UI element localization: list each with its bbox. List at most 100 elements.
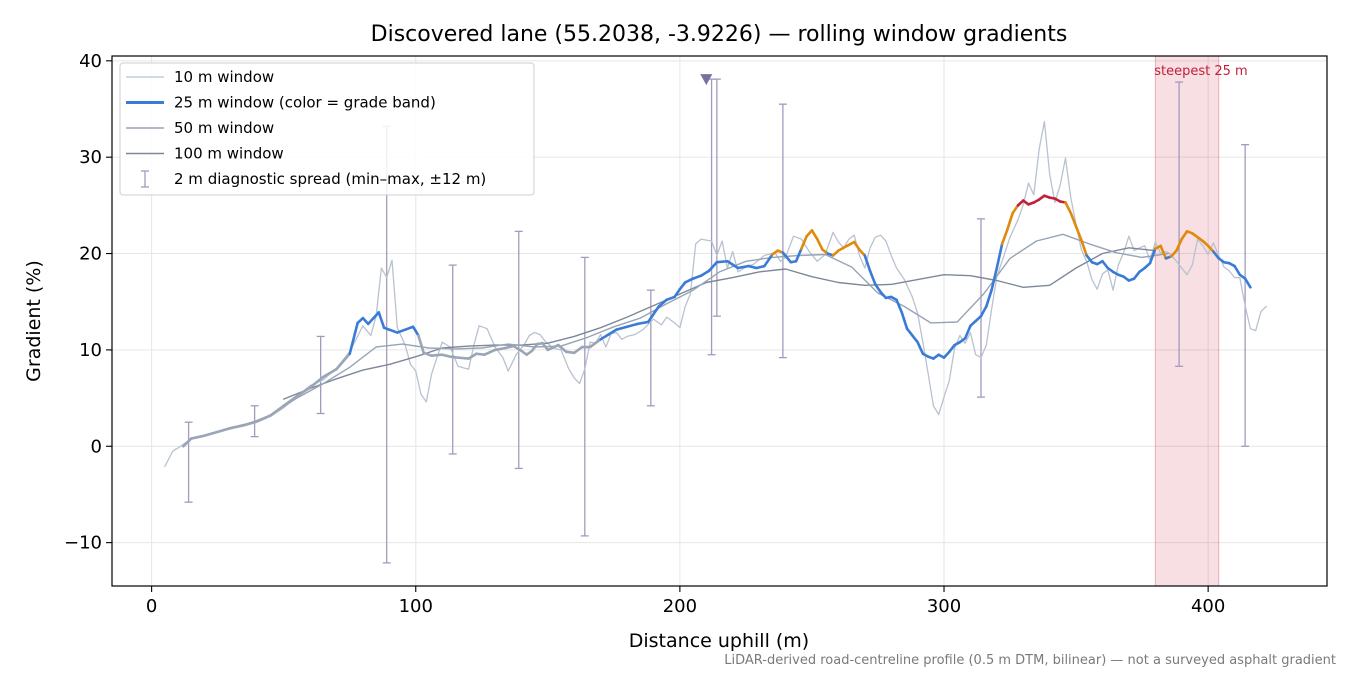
series-25m-segment xyxy=(377,311,386,330)
series-25m-segment xyxy=(979,305,988,318)
series-25m-segment xyxy=(916,340,925,356)
legend-box xyxy=(119,62,535,196)
x-tick-label: 0 xyxy=(146,596,157,617)
series-25m-segment xyxy=(984,288,993,308)
series-25m-segment xyxy=(411,325,420,337)
series-25m-segment xyxy=(335,352,352,371)
error-bar xyxy=(778,103,787,359)
series-25m-segment xyxy=(599,333,610,341)
error-bar xyxy=(316,335,325,415)
series-25m-segment xyxy=(467,352,478,360)
error-bar xyxy=(580,256,589,537)
series-line xyxy=(164,120,1267,468)
series-25m-segment xyxy=(747,264,758,270)
legend-entry: 2 m diagnostic spread (min–max, ±12 m) xyxy=(141,170,486,188)
series-25m-segment xyxy=(699,269,711,278)
series-25m-segment xyxy=(942,350,951,359)
series-25m-segment xyxy=(1011,204,1020,215)
series-25m-segment xyxy=(295,386,312,398)
x-tick-label: 100 xyxy=(399,596,433,617)
series-25m-segment xyxy=(493,346,507,352)
error-bar xyxy=(1175,81,1184,367)
series-25m-segment xyxy=(588,338,602,349)
series-25m-segment xyxy=(1101,259,1110,270)
legend-entry: 10 m window xyxy=(126,68,274,86)
legend-entry: 50 m window xyxy=(126,119,274,137)
series-25m-segment xyxy=(911,334,919,344)
x-tick-label: 300 xyxy=(927,596,961,617)
series-25m-segment xyxy=(815,237,824,251)
series-25m-segment xyxy=(255,414,272,423)
series-25m-segment xyxy=(678,281,687,291)
series-25m-segment xyxy=(665,295,676,302)
series-25m-segment xyxy=(483,348,497,357)
series-25m-segment xyxy=(565,350,576,355)
series-line xyxy=(283,247,1157,400)
series-25m-segment xyxy=(216,426,233,434)
series-25m-segment xyxy=(781,251,793,264)
series-25m-segment xyxy=(403,325,415,331)
legend-label: 25 m window (color = grade band) xyxy=(174,94,436,112)
series-25m-segment xyxy=(1148,247,1157,265)
series-25m-segment xyxy=(440,353,452,358)
series-25m-segment xyxy=(874,283,882,294)
series-25m-segment xyxy=(625,322,639,329)
series-25m-segment xyxy=(422,351,433,357)
series-25m-segment xyxy=(1085,254,1094,264)
y-tick-label: 10 xyxy=(79,340,102,361)
series-25m-segment xyxy=(530,342,539,353)
steepest-band-rect xyxy=(1154,55,1220,587)
series-25m-segment xyxy=(388,328,399,334)
series-25m-segment xyxy=(348,321,359,356)
series-25m-segment xyxy=(504,344,515,350)
series-25m-segment xyxy=(229,423,246,430)
error-bar xyxy=(712,78,721,317)
series-25m-segment xyxy=(1132,270,1141,280)
x-tick-label: 200 xyxy=(663,596,697,617)
series-25m-segment xyxy=(895,298,904,314)
series-25m-segment xyxy=(1169,249,1178,258)
series-25m-segment xyxy=(282,394,299,408)
legend: 10 m window 25 m window (color = grade ba… xyxy=(119,62,535,196)
error-bar xyxy=(1241,144,1250,447)
axes: 0 100 200 300 400 −10 0 10 20 30 40 xyxy=(64,51,1225,617)
series-25m-segment xyxy=(673,287,682,299)
error-bar xyxy=(646,289,655,407)
peak-marker-triangle xyxy=(700,74,713,86)
series-25m-segment xyxy=(646,305,661,324)
series-25m-segment xyxy=(1175,237,1184,252)
legend-label: 50 m window xyxy=(174,119,274,137)
series-25m-segment xyxy=(189,434,206,440)
series-25m-segment xyxy=(852,240,861,251)
series-25m-segment xyxy=(858,248,867,257)
error-bar xyxy=(976,218,985,398)
error-bar xyxy=(707,78,716,356)
footnote: LiDAR-derived road-centreline profile (0… xyxy=(724,653,1336,668)
series-25m-segment xyxy=(475,352,486,357)
chart-title: Discovered lane (55.2038, -3.9226) — rol… xyxy=(371,22,1068,47)
series-25m-segment xyxy=(810,229,819,241)
series-25m-segment xyxy=(1080,238,1088,257)
y-axis-label: Gradient (%) xyxy=(23,260,45,382)
series-25m-segment xyxy=(715,259,729,264)
legend-entry: 100 m window xyxy=(126,145,284,163)
series-25m-segment xyxy=(541,341,550,352)
legend-label: 2 m diagnostic spread (min–max, ±12 m) xyxy=(174,170,486,188)
series-25m-segment xyxy=(863,254,872,273)
series-25m-segment xyxy=(683,277,695,284)
series-25m-segment xyxy=(546,343,560,352)
series-25m-segment xyxy=(417,334,425,355)
y-tick-label: 30 xyxy=(79,147,102,168)
legend-label: 10 m window xyxy=(174,68,274,86)
series-25m-segment xyxy=(322,367,338,379)
series-25m-segment xyxy=(1069,211,1078,228)
series-25m-segment xyxy=(456,356,470,360)
error-bars xyxy=(184,78,1250,564)
series-25m-segment xyxy=(607,328,618,336)
series-25m-segment xyxy=(726,259,740,270)
series-25m-segment xyxy=(1243,277,1252,289)
plot-frame xyxy=(111,55,1328,587)
legend-label: 100 m window xyxy=(174,145,284,163)
series-25m-segment xyxy=(868,269,877,286)
